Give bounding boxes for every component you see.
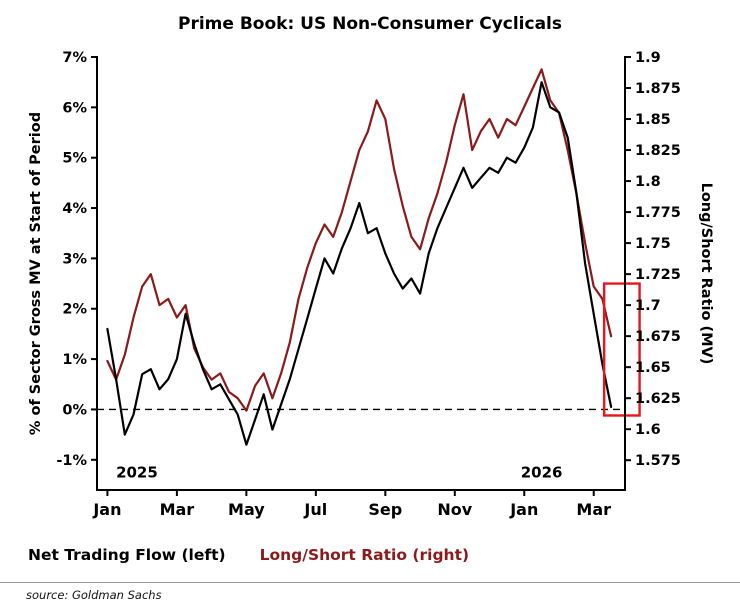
left-tick-label: 3% (62, 251, 87, 267)
right-tick-label: 1.65 (635, 360, 671, 376)
right-tick-label: 1.775 (635, 205, 681, 221)
right-tick-label: 1.6 (635, 422, 661, 438)
legend: Net Trading Flow (left) Long/Short Ratio… (28, 546, 469, 564)
chart-canvas: 2025 2026 7% 6% 5% 4% 3% 2% 1% 0% -1% 1.9 1.875 1.85 1… (28, 50, 714, 519)
year-label-2025: 2025 (116, 463, 158, 481)
right-tick-label: 1.675 (635, 329, 681, 345)
source-label: source: Goldman Sachs (26, 588, 162, 602)
right-tick-label: 1.825 (635, 143, 681, 159)
series-net-trading-flow (106, 81, 613, 446)
source-footer: source: Goldman Sachs (0, 582, 740, 612)
left-axis-title: % of Sector Gross MV at Start of Period (28, 112, 44, 435)
right-tick-label: 1.575 (635, 453, 681, 469)
page-title: Prime Book: US Non-Consumer Cyclicals (177, 14, 562, 34)
right-tick-label: 1.7 (635, 298, 661, 314)
series-long-short-ratio (106, 68, 613, 412)
left-tick-label: 6% (62, 100, 87, 116)
right-tick-label: 1.85 (635, 112, 671, 128)
x-tick-label: Sep (368, 500, 402, 519)
right-tick-label: 1.9 (635, 50, 661, 66)
left-tick-label: 4% (62, 201, 87, 217)
x-tick-label: Jan (92, 500, 121, 519)
left-tick-label: 1% (62, 352, 87, 368)
x-tick-label: Mar (160, 500, 195, 519)
left-tick-label: 0% (62, 402, 87, 418)
x-tick-label: Mar (576, 500, 611, 519)
right-tick-label: 1.875 (635, 81, 681, 97)
right-tick-label: 1.725 (635, 267, 681, 283)
x-tick-label: Jan (509, 500, 538, 519)
x-tick-label: May (228, 500, 265, 519)
right-axis-title: Long/Short Ratio (MV) (698, 183, 714, 365)
left-tick-label: 5% (62, 151, 87, 167)
left-tick-label: 2% (62, 302, 87, 318)
legend-item-net-trading-flow: Net Trading Flow (left) (28, 546, 226, 564)
highlight-box (602, 282, 641, 417)
right-tick-label: 1.625 (635, 391, 681, 407)
year-label-2026: 2026 (521, 463, 563, 481)
left-tick-label: 7% (62, 50, 87, 66)
x-tick-label: Nov (437, 500, 472, 519)
left-tick-label: -1% (56, 453, 87, 469)
right-tick-label: 1.75 (635, 236, 671, 252)
right-tick-label: 1.8 (635, 174, 661, 190)
legend-item-long-short-ratio: Long/Short Ratio (right) (259, 546, 470, 564)
x-tick-label: Jul (303, 500, 327, 519)
